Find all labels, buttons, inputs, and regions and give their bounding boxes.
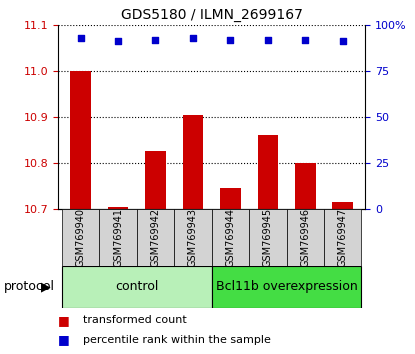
Text: control: control	[115, 280, 159, 293]
Bar	[70, 71, 91, 209]
Point	[77, 35, 84, 40]
Point	[152, 37, 159, 42]
Bar	[332, 202, 353, 209]
Text: GSM769945: GSM769945	[263, 207, 273, 267]
Bar	[212, 266, 361, 308]
Text: transformed count: transformed count	[83, 315, 187, 325]
Text: Bcl11b overexpression: Bcl11b overexpression	[216, 280, 357, 293]
Point	[190, 35, 196, 40]
Bar	[183, 114, 203, 209]
Bar	[258, 135, 278, 209]
Text: GSM769946: GSM769946	[300, 208, 310, 267]
Bar	[62, 266, 212, 308]
Bar	[108, 206, 128, 209]
Bar	[212, 209, 249, 266]
Text: protocol: protocol	[4, 280, 55, 293]
Text: GSM769942: GSM769942	[151, 207, 161, 267]
Bar	[286, 209, 324, 266]
Text: GSM769943: GSM769943	[188, 208, 198, 267]
Bar	[220, 188, 241, 209]
Point	[115, 39, 121, 44]
Text: GSM769941: GSM769941	[113, 208, 123, 267]
Text: ■: ■	[58, 333, 70, 346]
Point	[339, 39, 346, 44]
Text: GSM769947: GSM769947	[338, 207, 348, 267]
Point	[227, 37, 234, 42]
Bar	[145, 151, 166, 209]
Bar	[324, 209, 361, 266]
Text: GSM769940: GSM769940	[76, 208, 85, 267]
Bar	[137, 209, 174, 266]
Text: GSM769944: GSM769944	[225, 208, 235, 267]
Bar	[249, 209, 286, 266]
Text: percentile rank within the sample: percentile rank within the sample	[83, 335, 271, 345]
Text: ■: ■	[58, 314, 70, 327]
Bar	[295, 163, 315, 209]
Bar	[99, 209, 137, 266]
Text: ▶: ▶	[41, 280, 51, 293]
Title: GDS5180 / ILMN_2699167: GDS5180 / ILMN_2699167	[121, 8, 303, 22]
Point	[302, 37, 309, 42]
Bar	[62, 209, 99, 266]
Point	[264, 37, 271, 42]
Bar	[174, 209, 212, 266]
